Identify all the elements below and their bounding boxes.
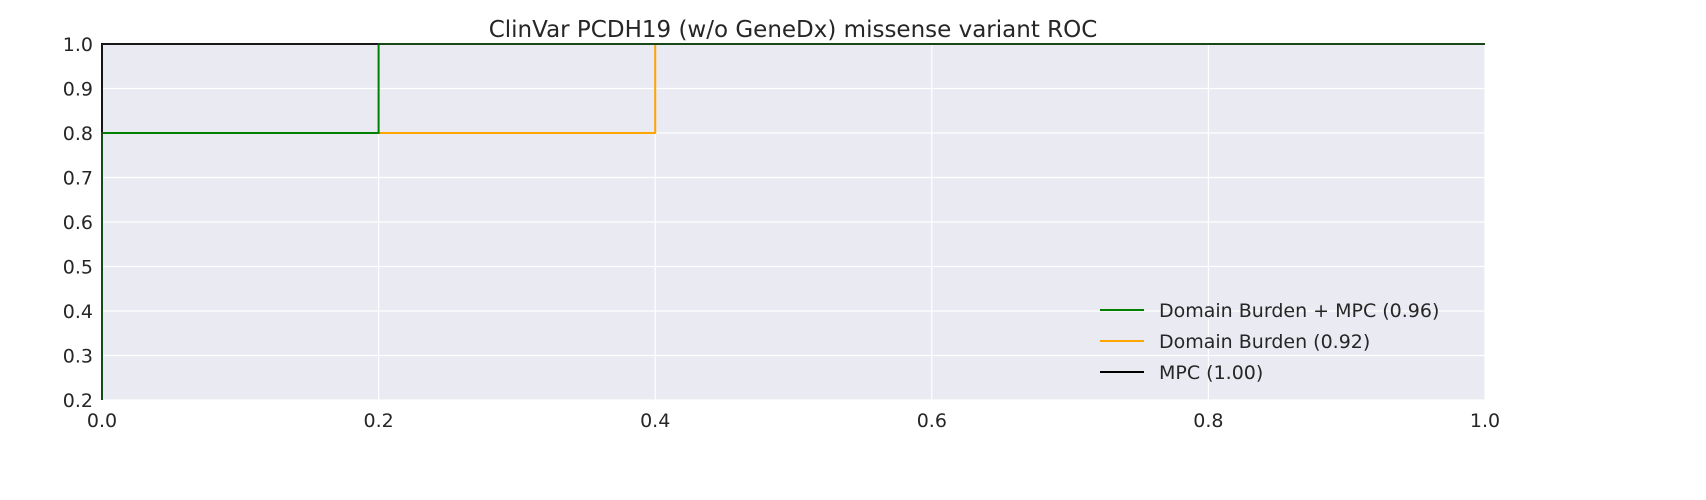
- legend-label: MPC (1.00): [1159, 362, 1263, 384]
- y-axis-ticks: 0.2 0.3 0.4 0.5 0.6 0.7 0.8 0.9 1.0: [63, 34, 93, 412]
- x-axis-ticks: 0.0 0.2 0.4 0.6 0.8 1.0: [87, 410, 1500, 432]
- x-tick-label: 0.0: [87, 410, 117, 432]
- x-tick-label: 0.4: [640, 410, 670, 432]
- x-tick-label: 1.0: [1470, 410, 1500, 432]
- y-tick-label: 0.3: [63, 346, 93, 368]
- y-tick-label: 1.0: [63, 34, 93, 56]
- legend-label: Domain Burden (0.92): [1159, 331, 1370, 353]
- y-tick-label: 0.4: [63, 301, 93, 323]
- x-tick-label: 0.6: [917, 410, 947, 432]
- y-tick-label: 0.5: [63, 257, 93, 279]
- y-tick-label: 0.9: [63, 79, 93, 101]
- chart-title: ClinVar PCDH19 (w/o GeneDx) missense var…: [489, 17, 1098, 43]
- y-tick-label: 0.6: [63, 212, 93, 234]
- legend-label: Domain Burden + MPC (0.96): [1159, 300, 1439, 322]
- y-tick-label: 0.2: [63, 390, 93, 412]
- x-tick-label: 0.2: [363, 410, 393, 432]
- legend: Domain Burden + MPC (0.96) Domain Burden …: [1100, 300, 1439, 384]
- y-tick-label: 0.7: [63, 168, 93, 190]
- axes: [101, 43, 1485, 400]
- x-tick-label: 0.8: [1193, 410, 1223, 432]
- y-tick-label: 0.8: [63, 123, 93, 145]
